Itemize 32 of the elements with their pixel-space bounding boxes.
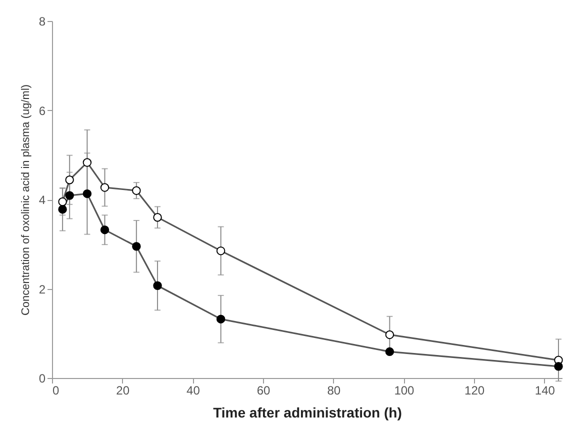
point [82, 158, 92, 167]
point [153, 281, 162, 290]
point [100, 225, 110, 234]
x-tick-label: 60 [256, 384, 271, 398]
x-tick-label: 140 [534, 384, 556, 398]
point [58, 197, 67, 206]
point [554, 362, 563, 371]
point [132, 186, 141, 195]
point [216, 246, 226, 256]
y-tick-label: 8 [38, 14, 46, 28]
point [65, 176, 74, 184]
point [58, 204, 67, 214]
y-tick-label: 4 [38, 193, 46, 207]
point [65, 191, 74, 200]
x-tick-label: 40 [186, 384, 200, 398]
x-tick-label: 100 [394, 384, 415, 398]
point [100, 183, 110, 192]
point [385, 347, 394, 356]
y-axis-title: Concentration of oxolinic acid in plasma (ug/ml) [20, 84, 32, 316]
y-tick-label: 0 [38, 372, 46, 386]
point [216, 314, 226, 324]
x-tick-label: 20 [116, 384, 130, 398]
y-tick-label: 2 [38, 282, 46, 296]
point [385, 330, 394, 340]
x-tick-label: 120 [464, 384, 485, 398]
point [153, 212, 162, 222]
y-tick-label: 6 [38, 104, 46, 118]
x-tick-label: 0 [52, 384, 60, 398]
x-axis-title: Time after administration (h) [213, 404, 402, 420]
x-tick-label: 80 [327, 384, 341, 398]
point [82, 189, 92, 198]
point [132, 242, 141, 251]
